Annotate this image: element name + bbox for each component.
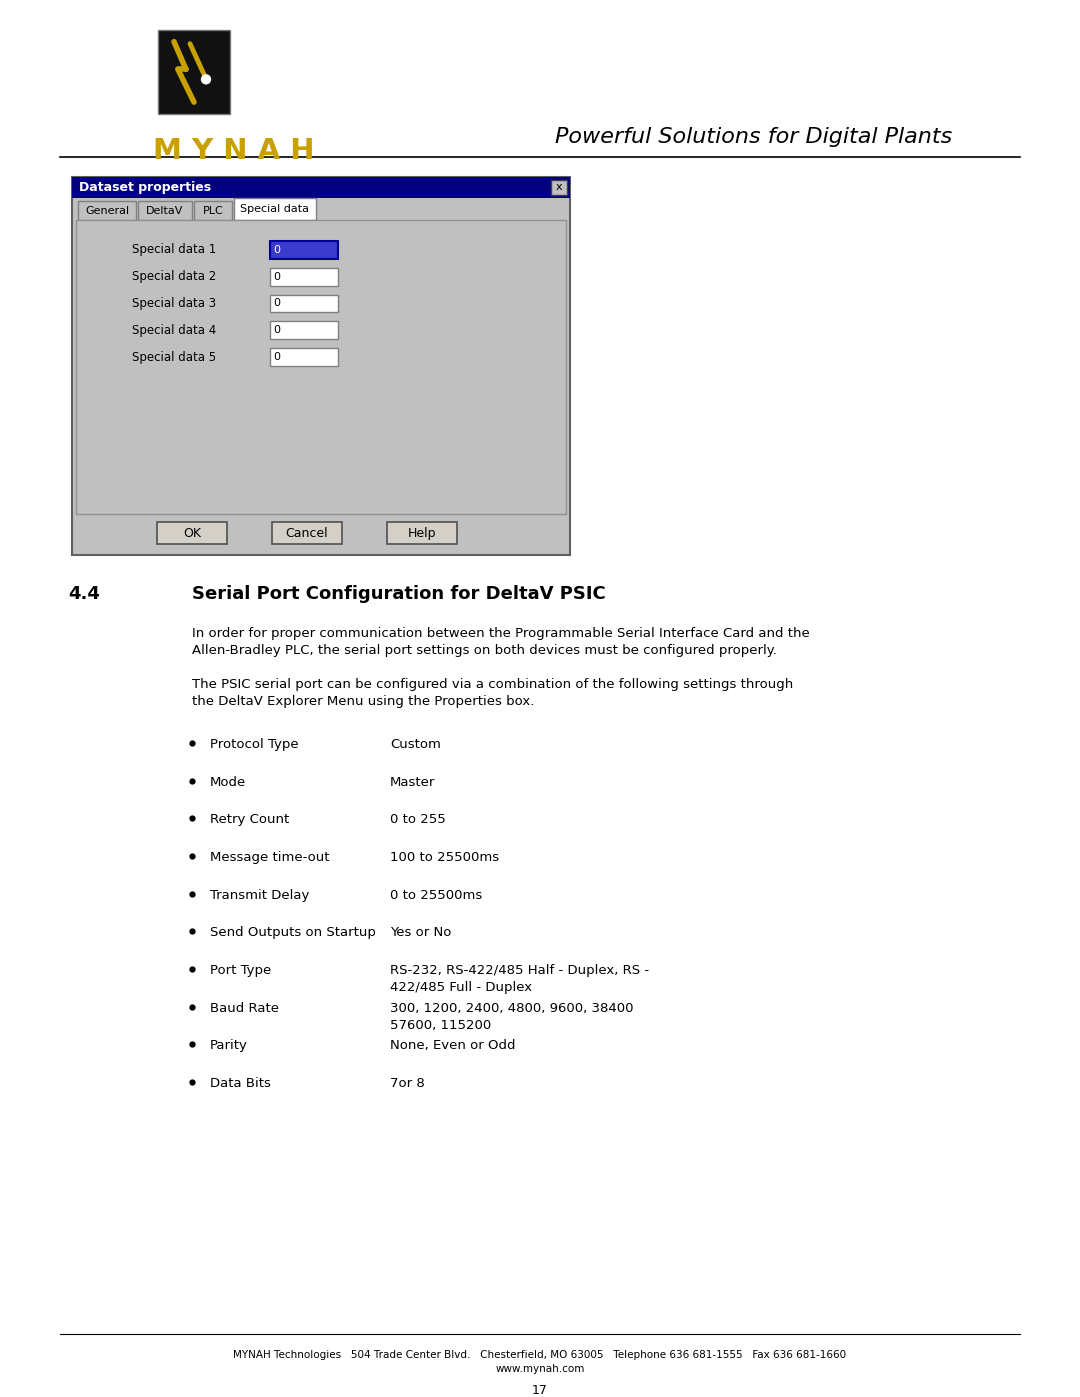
Text: General: General bbox=[85, 205, 130, 215]
Text: Special data 5: Special data 5 bbox=[132, 351, 216, 363]
Text: 0 to 25500ms: 0 to 25500ms bbox=[390, 888, 483, 901]
Text: 300, 1200, 2400, 4800, 9600, 38400: 300, 1200, 2400, 4800, 9600, 38400 bbox=[390, 1002, 634, 1014]
Bar bbox=[270, 348, 338, 366]
Text: 0: 0 bbox=[273, 299, 280, 309]
Bar bbox=[138, 201, 192, 221]
Text: Send Outputs on Startup: Send Outputs on Startup bbox=[210, 926, 376, 939]
Text: Port Type: Port Type bbox=[210, 964, 271, 977]
Text: Special data 3: Special data 3 bbox=[132, 298, 216, 310]
Text: Help: Help bbox=[408, 527, 436, 539]
Text: Yes or No: Yes or No bbox=[390, 926, 451, 939]
Bar bbox=[76, 221, 566, 514]
Text: Transmit Delay: Transmit Delay bbox=[210, 888, 309, 901]
Text: None, Even or Odd: None, Even or Odd bbox=[390, 1039, 515, 1052]
Text: 0 to 255: 0 to 255 bbox=[390, 813, 446, 826]
Bar bbox=[72, 176, 570, 198]
Text: 7or 8: 7or 8 bbox=[390, 1077, 424, 1090]
Bar bbox=[157, 521, 227, 545]
Text: www.mynah.com: www.mynah.com bbox=[496, 1363, 584, 1373]
Text: DeltaV: DeltaV bbox=[146, 205, 184, 215]
Text: Cancel: Cancel bbox=[286, 527, 328, 539]
Text: 4.4: 4.4 bbox=[68, 585, 99, 604]
Bar bbox=[551, 180, 567, 196]
Text: OK: OK bbox=[183, 527, 201, 539]
Text: Dataset properties: Dataset properties bbox=[79, 182, 211, 194]
Text: Data Bits: Data Bits bbox=[210, 1077, 271, 1090]
Text: Custom: Custom bbox=[390, 738, 441, 752]
Bar bbox=[272, 521, 342, 545]
Text: 0: 0 bbox=[273, 271, 280, 282]
Bar bbox=[270, 295, 338, 313]
Bar bbox=[270, 242, 338, 258]
Text: Special data 2: Special data 2 bbox=[132, 270, 216, 284]
Text: The PSIC serial port can be configured via a combination of the following settin: The PSIC serial port can be configured v… bbox=[192, 679, 793, 692]
Text: Retry Count: Retry Count bbox=[210, 813, 289, 826]
Bar bbox=[387, 521, 457, 545]
Text: Baud Rate: Baud Rate bbox=[210, 1002, 279, 1014]
Text: Special data 4: Special data 4 bbox=[132, 324, 216, 337]
Text: PLC: PLC bbox=[203, 205, 224, 215]
Text: 0: 0 bbox=[273, 352, 280, 362]
Text: In order for proper communication between the Programmable Serial Interface Card: In order for proper communication betwee… bbox=[192, 627, 810, 640]
Text: 422/485 Full - Duplex: 422/485 Full - Duplex bbox=[390, 981, 532, 993]
Bar bbox=[234, 198, 316, 221]
Text: x: x bbox=[556, 183, 563, 193]
Text: 17: 17 bbox=[532, 1383, 548, 1397]
Text: M Y N A H: M Y N A H bbox=[153, 137, 314, 165]
Bar bbox=[270, 268, 338, 285]
Text: MYNAH Technologies   504 Trade Center Blvd.   Chesterfield, MO 63005   Telephone: MYNAH Technologies 504 Trade Center Blvd… bbox=[233, 1350, 847, 1359]
Text: RS-232, RS-422/485 Half - Duplex, RS -: RS-232, RS-422/485 Half - Duplex, RS - bbox=[390, 964, 649, 977]
Bar bbox=[78, 201, 136, 221]
Bar bbox=[194, 201, 232, 221]
Text: Special data: Special data bbox=[241, 204, 310, 214]
Text: Master: Master bbox=[390, 775, 435, 788]
Text: 0: 0 bbox=[273, 326, 280, 335]
Text: Powerful Solutions for Digital Plants: Powerful Solutions for Digital Plants bbox=[555, 127, 953, 147]
Text: 57600, 115200: 57600, 115200 bbox=[390, 1018, 491, 1031]
Circle shape bbox=[202, 75, 211, 84]
Text: Allen-Bradley PLC, the serial port settings on both devices must be configured p: Allen-Bradley PLC, the serial port setti… bbox=[192, 644, 777, 657]
Text: Special data 1: Special data 1 bbox=[132, 243, 216, 257]
Text: 0: 0 bbox=[273, 244, 280, 254]
Text: Protocol Type: Protocol Type bbox=[210, 738, 299, 752]
Text: the DeltaV Explorer Menu using the Properties box.: the DeltaV Explorer Menu using the Prope… bbox=[192, 696, 535, 708]
Text: Parity: Parity bbox=[210, 1039, 248, 1052]
Bar bbox=[158, 29, 230, 115]
Text: 100 to 25500ms: 100 to 25500ms bbox=[390, 851, 499, 863]
Bar bbox=[270, 321, 338, 339]
Text: Message time-out: Message time-out bbox=[210, 851, 329, 863]
Text: Serial Port Configuration for DeltaV PSIC: Serial Port Configuration for DeltaV PSI… bbox=[192, 585, 606, 604]
Text: Mode: Mode bbox=[210, 775, 246, 788]
Bar bbox=[72, 176, 570, 556]
